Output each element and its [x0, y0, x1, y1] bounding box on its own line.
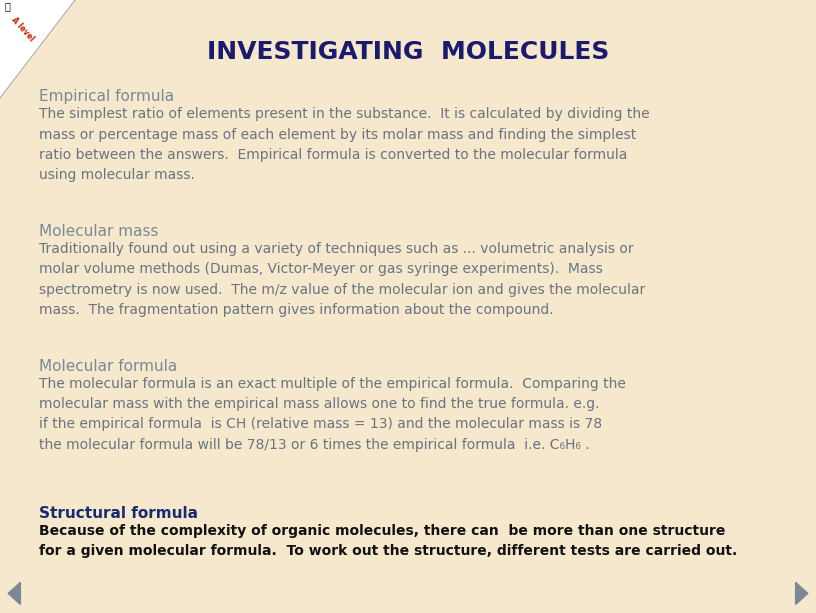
Text: Molecular formula: Molecular formula — [39, 359, 177, 373]
Text: using molecular mass.: using molecular mass. — [39, 168, 195, 182]
Text: molecular mass with the empirical mass allows one to find the true formula. e.g.: molecular mass with the empirical mass a… — [39, 397, 600, 411]
Polygon shape — [8, 582, 20, 604]
Text: The molecular formula is an exact multiple of the empirical formula.  Comparing : The molecular formula is an exact multip… — [39, 377, 626, 391]
Text: Empirical formula: Empirical formula — [39, 89, 175, 104]
Polygon shape — [0, 0, 75, 98]
Text: the molecular formula will be 78/13 or 6 times the empirical formula  i.e. C₆H₆ : the molecular formula will be 78/13 or 6… — [39, 438, 590, 452]
Text: spectrometry is now used.  The m/z value of the molecular ion and gives the mole: spectrometry is now used. The m/z value … — [39, 283, 645, 297]
Text: Traditionally found out using a variety of techniques such as ... volumetric ana: Traditionally found out using a variety … — [39, 242, 634, 256]
Text: molar volume methods (Dumas, Victor-Meyer or gas syringe experiments).  Mass: molar volume methods (Dumas, Victor-Meye… — [39, 262, 603, 276]
Text: A level: A level — [10, 15, 36, 43]
Text: if the empirical formula  is CH (relative mass = 13) and the molecular mass is 7: if the empirical formula is CH (relative… — [39, 417, 602, 432]
Text: The simplest ratio of elements present in the substance.  It is calculated by di: The simplest ratio of elements present i… — [39, 107, 650, 121]
Text: ratio between the answers.  Empirical formula is converted to the molecular form: ratio between the answers. Empirical for… — [39, 148, 628, 162]
Text: Because of the complexity of organic molecules, there can  be more than one stru: Because of the complexity of organic mol… — [39, 524, 725, 538]
Text: for a given molecular formula.  To work out the structure, different tests are c: for a given molecular formula. To work o… — [39, 544, 738, 558]
Text: INVESTIGATING  MOLECULES: INVESTIGATING MOLECULES — [206, 40, 610, 64]
Text: Molecular mass: Molecular mass — [39, 224, 158, 238]
Text: 🎄: 🎄 — [4, 1, 10, 11]
Text: mass or percentage mass of each element by its molar mass and finding the simple: mass or percentage mass of each element … — [39, 128, 636, 142]
Text: Structural formula: Structural formula — [39, 506, 198, 520]
Text: mass.  The fragmentation pattern gives information about the compound.: mass. The fragmentation pattern gives in… — [39, 303, 554, 317]
Polygon shape — [796, 582, 808, 604]
